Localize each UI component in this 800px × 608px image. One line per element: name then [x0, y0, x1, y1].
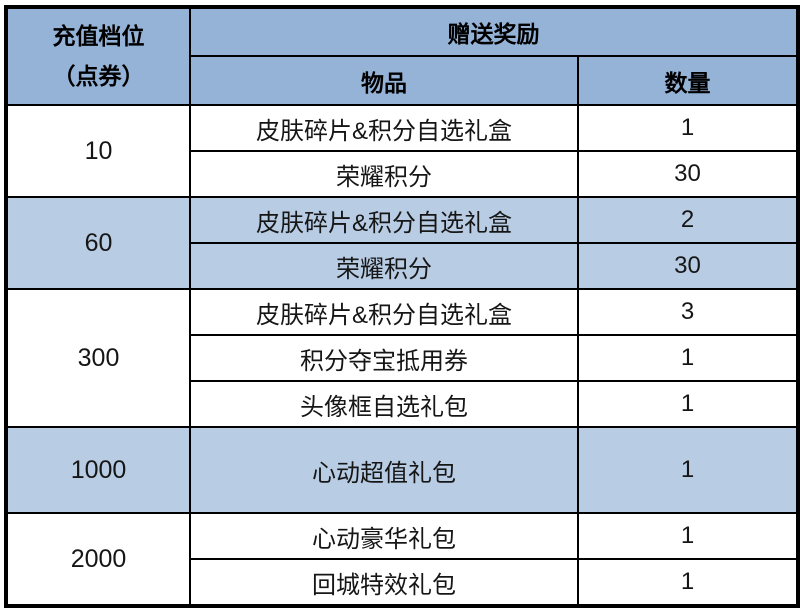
qty-cell: 30: [577, 242, 799, 290]
table-row: 荣耀积分 30: [6, 150, 799, 198]
header-item-cell: 物品: [189, 55, 579, 106]
qty-cell: 1: [577, 334, 799, 382]
item-cell: 荣耀积分: [189, 150, 579, 198]
tier-cell: 10: [5, 104, 191, 198]
item-cell: 皮肤碎片&积分自选礼盒: [189, 196, 579, 244]
qty-cell: 2: [577, 196, 799, 244]
item-cell: 荣耀积分: [189, 242, 579, 290]
qty-cell: 30: [577, 150, 799, 198]
qty-cell: 1: [577, 104, 799, 152]
table-row: 10 皮肤碎片&积分自选礼盒 1: [5, 104, 799, 198]
item-cell: 心动豪华礼包: [189, 512, 579, 560]
item-cell: 回城特效礼包: [189, 558, 579, 607]
recharge-rewards-screenshot: 充值档位 （点券） 赠送奖励 物品 数量 10 皮肤碎片&积分自选礼盒 1 荣耀积分 3…: [4, 5, 800, 608]
table-row: 积分夺宝抵用券 1: [6, 334, 799, 382]
header-row-top: 充值档位 （点券） 赠送奖励: [5, 6, 799, 106]
header-tier-line2: （点券）: [52, 62, 145, 89]
table-row: 60 皮肤碎片&积分自选礼盒 2: [5, 196, 799, 290]
qty-cell: 1: [577, 558, 799, 607]
qty-cell: 1: [577, 512, 799, 560]
table-row: 2000 心动豪华礼包 1: [5, 512, 799, 607]
recharge-reward-table: 充值档位 （点券） 赠送奖励 物品 数量 10 皮肤碎片&积分自选礼盒 1 荣耀积分 3…: [4, 5, 800, 608]
header-tier-line1: 充值档位: [52, 22, 145, 49]
qty-cell: 1: [577, 380, 799, 428]
table-row: 300 皮肤碎片&积分自选礼盒 3: [5, 288, 799, 428]
header-qty-cell: 数量: [577, 55, 799, 106]
qty-cell: 3: [577, 288, 799, 336]
table-row: 荣耀积分 30: [6, 242, 799, 290]
item-cell: 皮肤碎片&积分自选礼盒: [189, 104, 579, 152]
tier-cell: 1000: [5, 426, 191, 514]
item-cell: 心动超值礼包: [189, 426, 579, 514]
item-cell: 皮肤碎片&积分自选礼盒: [189, 288, 579, 336]
qty-cell: 1: [577, 426, 799, 514]
table-row: 头像框自选礼包 1: [6, 380, 799, 428]
header-row-sub: 物品 数量: [6, 55, 799, 106]
item-cell: 头像框自选礼包: [189, 380, 579, 428]
tier-cell: 2000: [5, 512, 191, 607]
header-rewards-cell: 赠送奖励: [189, 6, 799, 57]
table-row: 1000 心动超值礼包 1: [5, 426, 799, 514]
header-tier-cell: 充值档位 （点券）: [5, 6, 191, 106]
tier-cell: 300: [5, 288, 191, 428]
reward-table-body: 10 皮肤碎片&积分自选礼盒 1 荣耀积分 30 60 皮肤碎片&积分自选礼盒 2 荣耀积分 30…: [5, 104, 799, 607]
item-cell: 积分夺宝抵用券: [189, 334, 579, 382]
tier-cell: 60: [5, 196, 191, 290]
